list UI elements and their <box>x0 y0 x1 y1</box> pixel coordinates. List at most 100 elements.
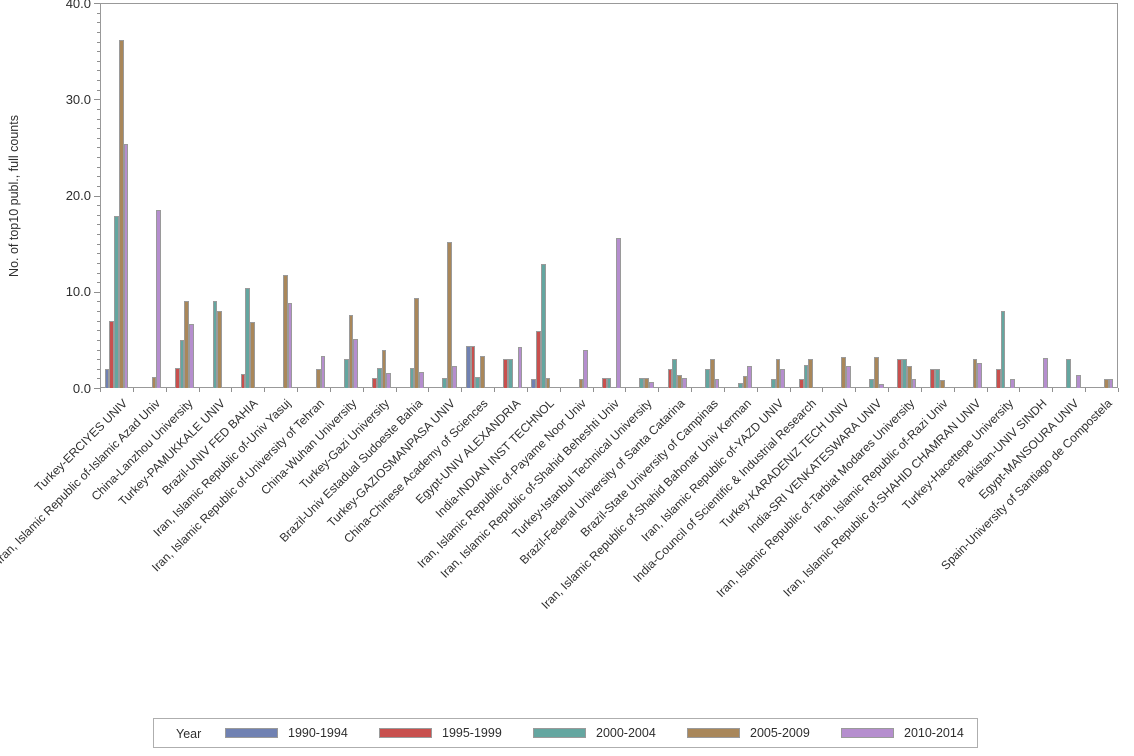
y-axis-tick-label: 10.0 <box>65 284 91 300</box>
x-axis-tick <box>494 388 496 392</box>
x-axis-tick <box>395 388 397 392</box>
plot-area <box>100 3 1118 388</box>
y-axis-tick-label: 30.0 <box>65 91 91 107</box>
bar <box>995 368 1001 388</box>
bar <box>1108 379 1114 388</box>
y-axis-title: No. of top10 publ., full counts <box>7 115 21 277</box>
bar <box>447 241 452 388</box>
bar <box>212 301 218 388</box>
legend-title: Year <box>176 727 202 741</box>
bar <box>104 368 110 388</box>
bar <box>902 359 907 388</box>
y-axis-minor-tick <box>97 205 100 207</box>
y-axis-minor-tick <box>97 224 100 226</box>
y-axis-minor-tick <box>97 282 100 284</box>
bar <box>798 379 804 388</box>
y-axis-minor-tick <box>97 359 100 361</box>
y-axis-minor-tick <box>97 51 100 53</box>
bar <box>1066 359 1072 388</box>
bar <box>282 275 288 388</box>
bar <box>1103 379 1109 388</box>
y-axis-minor-tick <box>97 330 100 332</box>
bar <box>845 365 851 388</box>
legend-entry-label: 1990-1994 <box>288 726 348 740</box>
bar <box>897 359 903 388</box>
bar <box>451 365 457 388</box>
bar <box>677 375 682 388</box>
bar <box>475 377 481 388</box>
bar <box>376 367 382 388</box>
bar <box>536 331 541 388</box>
x-axis-tick <box>132 388 134 392</box>
bar <box>465 345 471 388</box>
y-axis-minor-tick <box>97 185 100 187</box>
x-axis-tick <box>658 388 660 392</box>
bar <box>287 303 293 388</box>
bar <box>681 378 687 388</box>
x-axis-tick <box>297 388 299 392</box>
bar <box>114 215 119 388</box>
legend-swatch <box>225 728 278 738</box>
y-axis-tick-label: 40.0 <box>65 0 91 11</box>
legend-swatch <box>687 728 740 738</box>
x-axis-tick <box>559 388 561 392</box>
x-axis-tick <box>1085 388 1087 392</box>
bar <box>353 338 359 388</box>
bar <box>315 368 321 388</box>
bar <box>583 349 589 388</box>
bar <box>123 144 129 388</box>
x-axis-tick <box>264 388 266 392</box>
y-axis-major-tick <box>94 3 100 4</box>
x-axis-tick <box>100 388 101 392</box>
bar <box>174 367 180 388</box>
x-axis-tick <box>1118 388 1119 392</box>
bar <box>780 368 786 388</box>
x-axis-tick <box>822 388 824 392</box>
bar <box>184 301 190 388</box>
bar <box>869 379 875 388</box>
x-axis-tick <box>428 388 430 392</box>
y-axis-major-tick <box>94 388 100 389</box>
y-axis-minor-tick <box>97 137 100 139</box>
y-axis-tick-label: 0.0 <box>72 380 91 396</box>
bar <box>737 383 743 388</box>
x-axis-tick <box>231 388 233 392</box>
bar <box>911 379 917 388</box>
bar <box>545 378 551 388</box>
x-axis-tick <box>526 388 528 392</box>
bar <box>616 237 621 388</box>
bar <box>118 39 124 388</box>
bar <box>109 320 115 388</box>
bar <box>644 378 649 388</box>
bar <box>508 359 513 388</box>
y-axis-minor-tick <box>97 243 100 245</box>
legend: Year 1990-1994 1995-1999 2000-2004 2005-200… <box>153 718 978 748</box>
y-axis-minor-tick <box>97 262 100 264</box>
bar <box>714 379 720 388</box>
legend-swatch <box>841 728 894 738</box>
bar <box>372 378 377 388</box>
y-axis-minor-tick <box>97 118 100 120</box>
bar <box>470 345 476 388</box>
bar <box>841 357 846 388</box>
bar <box>1000 311 1006 388</box>
y-axis-tick-label: 20.0 <box>65 188 91 203</box>
bar <box>939 380 945 388</box>
bar <box>874 357 879 388</box>
bar <box>480 356 485 388</box>
y-axis-minor-tick <box>97 214 100 216</box>
y-axis-minor-tick <box>97 301 100 303</box>
bar <box>705 368 710 388</box>
y-axis-minor-tick <box>97 311 100 312</box>
bar <box>803 364 809 388</box>
y-axis-minor-tick <box>97 41 100 43</box>
y-axis-minor-tick <box>97 108 100 110</box>
bar <box>1075 375 1081 388</box>
y-axis-minor-tick <box>97 89 100 91</box>
x-axis-tick <box>756 388 758 392</box>
bar <box>742 376 748 388</box>
bar <box>639 378 645 388</box>
bar <box>747 365 753 388</box>
legend-swatch <box>379 728 432 738</box>
bar <box>409 367 415 388</box>
